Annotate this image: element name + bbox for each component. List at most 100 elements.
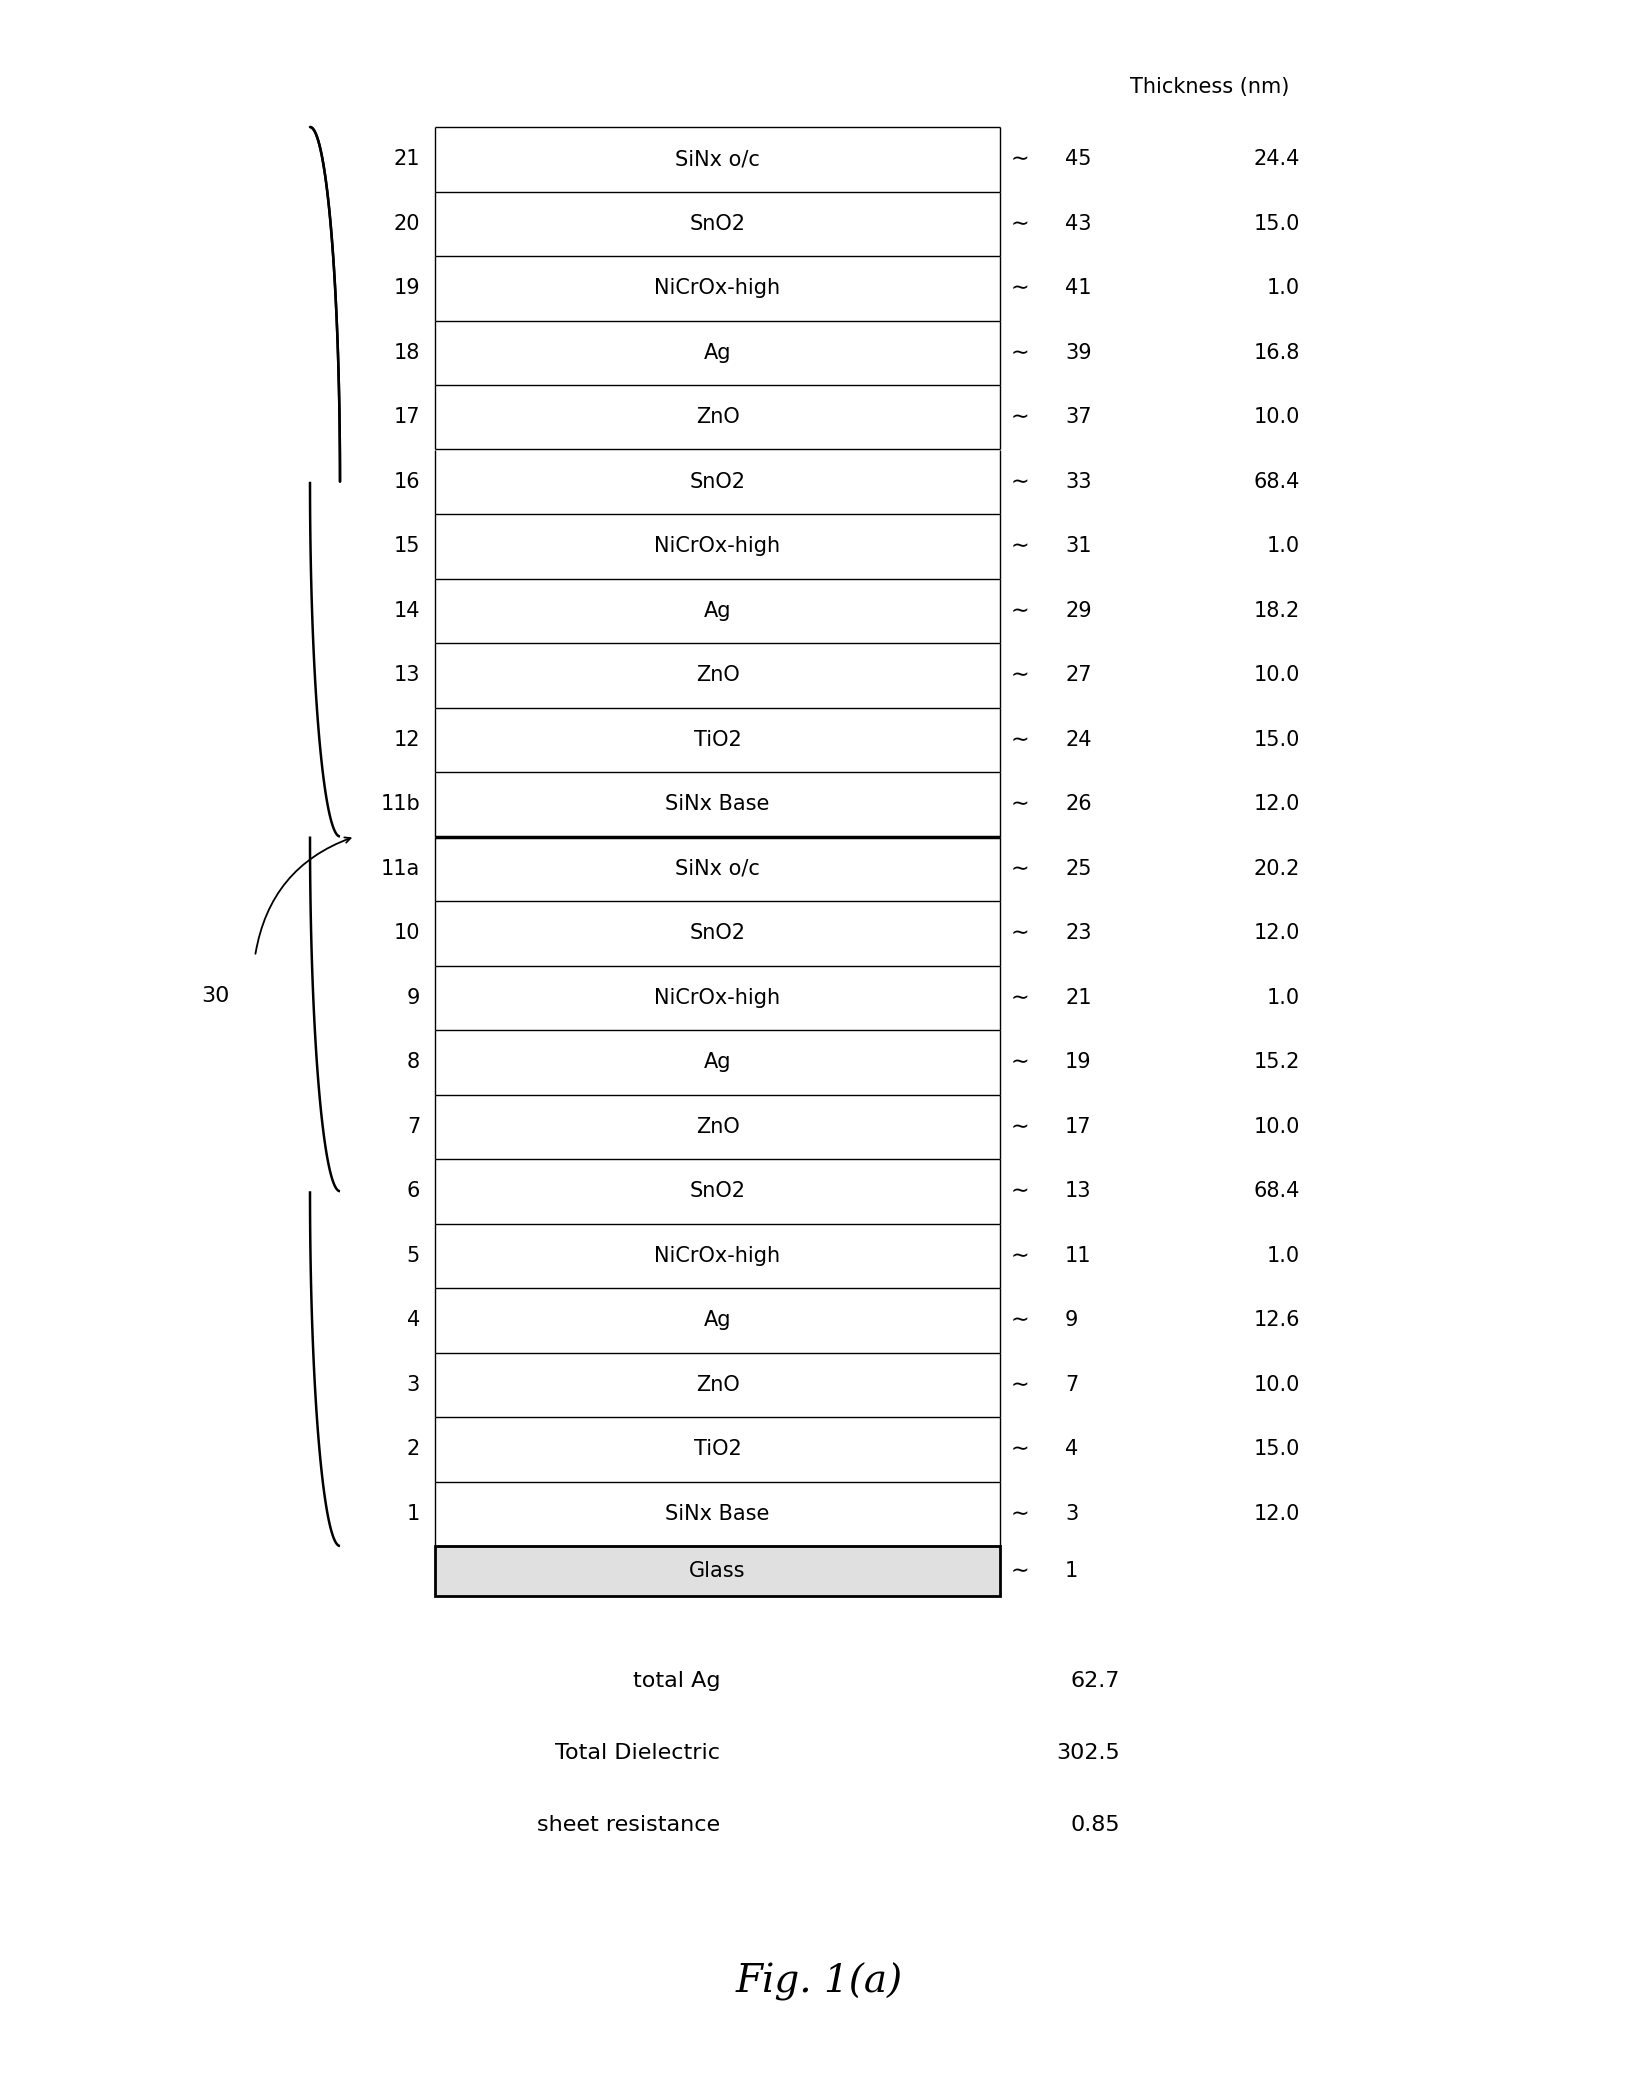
Text: 15: 15 — [393, 536, 419, 557]
Text: 5: 5 — [406, 1246, 419, 1265]
Text: 11a: 11a — [380, 858, 419, 879]
Text: ∼: ∼ — [1011, 1440, 1029, 1459]
Text: 68.4: 68.4 — [1253, 1181, 1301, 1202]
Text: 12.0: 12.0 — [1253, 1505, 1301, 1524]
Text: 41: 41 — [1065, 278, 1091, 298]
Text: 9: 9 — [1065, 1311, 1078, 1329]
Text: ∼: ∼ — [1011, 858, 1029, 879]
Text: Ag: Ag — [704, 1052, 731, 1073]
Text: 10.0: 10.0 — [1253, 407, 1301, 428]
Text: SnO2: SnO2 — [690, 213, 745, 234]
Text: ∼: ∼ — [1011, 407, 1029, 428]
Text: 39: 39 — [1065, 342, 1091, 363]
Text: 17: 17 — [1065, 1117, 1091, 1137]
Text: ∼: ∼ — [1011, 1181, 1029, 1202]
Text: ∼: ∼ — [1011, 1311, 1029, 1329]
Text: NiCrOx-high: NiCrOx-high — [655, 1246, 781, 1265]
Text: ZnO: ZnO — [696, 1375, 739, 1394]
Text: 10.0: 10.0 — [1253, 1375, 1301, 1394]
Text: 13: 13 — [1065, 1181, 1091, 1202]
Text: 1.0: 1.0 — [1266, 987, 1301, 1008]
Text: ∼: ∼ — [1011, 922, 1029, 943]
Text: Thickness (nm): Thickness (nm) — [1130, 77, 1289, 96]
Text: 11: 11 — [1065, 1246, 1091, 1265]
Text: 6: 6 — [406, 1181, 419, 1202]
Text: 12: 12 — [393, 730, 419, 749]
Text: sheet resistance: sheet resistance — [537, 1816, 721, 1834]
Text: ∼: ∼ — [1011, 730, 1029, 749]
Text: Ag: Ag — [704, 1311, 731, 1329]
Text: ∼: ∼ — [1011, 342, 1029, 363]
Text: SnO2: SnO2 — [690, 922, 745, 943]
Text: SnO2: SnO2 — [690, 1181, 745, 1202]
Text: 9: 9 — [406, 987, 419, 1008]
Text: SiNx o/c: SiNx o/c — [675, 858, 760, 879]
Text: 19: 19 — [393, 278, 419, 298]
Text: 3: 3 — [1065, 1505, 1078, 1524]
Text: 30: 30 — [201, 987, 229, 1006]
Text: 1: 1 — [1065, 1561, 1078, 1582]
Text: 7: 7 — [406, 1117, 419, 1137]
Text: 24.4: 24.4 — [1253, 150, 1301, 169]
Text: Ag: Ag — [704, 342, 731, 363]
Text: 15.0: 15.0 — [1253, 730, 1301, 749]
Text: Fig. 1(a): Fig. 1(a) — [735, 1962, 903, 2001]
Bar — [436, 1546, 1001, 1597]
Text: 1.0: 1.0 — [1266, 278, 1301, 298]
Text: 10.0: 10.0 — [1253, 1117, 1301, 1137]
Text: ∼: ∼ — [1011, 1052, 1029, 1073]
Text: NiCrOx-high: NiCrOx-high — [655, 987, 781, 1008]
Text: ∼: ∼ — [1011, 536, 1029, 557]
Text: 18: 18 — [393, 342, 419, 363]
Text: 21: 21 — [1065, 987, 1091, 1008]
Text: 10: 10 — [393, 922, 419, 943]
Text: 26: 26 — [1065, 795, 1091, 814]
Text: 29: 29 — [1065, 601, 1091, 620]
Text: 16.8: 16.8 — [1253, 342, 1301, 363]
Text: 62.7: 62.7 — [1071, 1672, 1120, 1690]
Text: 1.0: 1.0 — [1266, 536, 1301, 557]
Text: 14: 14 — [393, 601, 419, 620]
Text: 13: 13 — [393, 666, 419, 685]
Text: 4: 4 — [1065, 1440, 1078, 1459]
Text: ZnO: ZnO — [696, 1117, 739, 1137]
Text: ∼: ∼ — [1011, 1561, 1029, 1582]
Text: 33: 33 — [1065, 472, 1091, 493]
Text: 45: 45 — [1065, 150, 1091, 169]
Text: ZnO: ZnO — [696, 666, 739, 685]
Text: 37: 37 — [1065, 407, 1091, 428]
Text: 7: 7 — [1065, 1375, 1078, 1394]
Text: 31: 31 — [1065, 536, 1091, 557]
Text: 4: 4 — [406, 1311, 419, 1329]
Text: 20: 20 — [393, 213, 419, 234]
Text: TiO2: TiO2 — [693, 730, 742, 749]
Text: NiCrOx-high: NiCrOx-high — [655, 278, 781, 298]
Text: 1: 1 — [406, 1505, 419, 1524]
Text: SiNx o/c: SiNx o/c — [675, 150, 760, 169]
Text: 19: 19 — [1065, 1052, 1091, 1073]
Text: ZnO: ZnO — [696, 407, 739, 428]
Text: 15.0: 15.0 — [1253, 1440, 1301, 1459]
Text: Ag: Ag — [704, 601, 731, 620]
Text: 27: 27 — [1065, 666, 1091, 685]
Text: 12.0: 12.0 — [1253, 795, 1301, 814]
Text: 15.0: 15.0 — [1253, 213, 1301, 234]
Text: ∼: ∼ — [1011, 1246, 1029, 1265]
Text: Total Dielectric: Total Dielectric — [555, 1743, 721, 1764]
Text: 2: 2 — [406, 1440, 419, 1459]
Text: ∼: ∼ — [1011, 1375, 1029, 1394]
Text: ∼: ∼ — [1011, 213, 1029, 234]
Text: 1.0: 1.0 — [1266, 1246, 1301, 1265]
Text: NiCrOx-high: NiCrOx-high — [655, 536, 781, 557]
Text: 43: 43 — [1065, 213, 1091, 234]
Text: 21: 21 — [393, 150, 419, 169]
Text: 302.5: 302.5 — [1057, 1743, 1120, 1764]
Text: TiO2: TiO2 — [693, 1440, 742, 1459]
Text: Glass: Glass — [690, 1561, 745, 1582]
Text: 17: 17 — [393, 407, 419, 428]
Text: 0.85: 0.85 — [1070, 1816, 1120, 1834]
Text: ∼: ∼ — [1011, 472, 1029, 493]
Text: 8: 8 — [406, 1052, 419, 1073]
Text: 12.0: 12.0 — [1253, 922, 1301, 943]
Text: ∼: ∼ — [1011, 1505, 1029, 1524]
